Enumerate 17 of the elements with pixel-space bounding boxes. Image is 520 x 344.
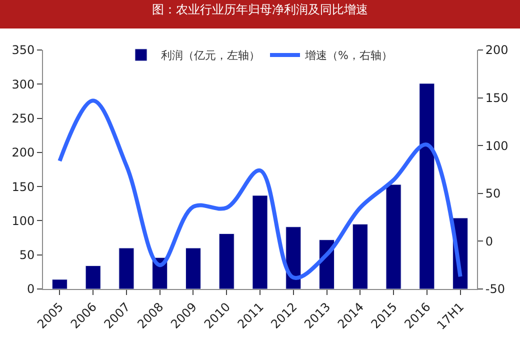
y-tick-label: 350 — [12, 43, 35, 58]
y2-tick-label: 50 — [485, 186, 501, 201]
y2-tick-label: 0 — [485, 234, 494, 248]
chart-title: 图：农业行业历年归母净利润及同比增速 — [152, 2, 368, 17]
y2-tick-label: 150 — [485, 91, 508, 105]
y-tick-label: 300 — [12, 77, 35, 92]
y-tick-label: 200 — [12, 146, 35, 160]
y-tick-label: 100 — [12, 214, 35, 228]
y2-tick-label: 100 — [485, 138, 508, 153]
legend-label: 利润（亿元，左轴） — [161, 49, 260, 62]
y2-tick-label: 200 — [485, 43, 508, 58]
y-tick-label: 150 — [12, 180, 35, 194]
legend-label: 增速（%，右轴） — [304, 49, 392, 62]
y-tick-label: 250 — [12, 111, 35, 126]
y-tick-label: 0 — [26, 282, 35, 296]
y2-tick-label: -50 — [485, 282, 506, 296]
y-tick-label: 50 — [19, 248, 35, 262]
